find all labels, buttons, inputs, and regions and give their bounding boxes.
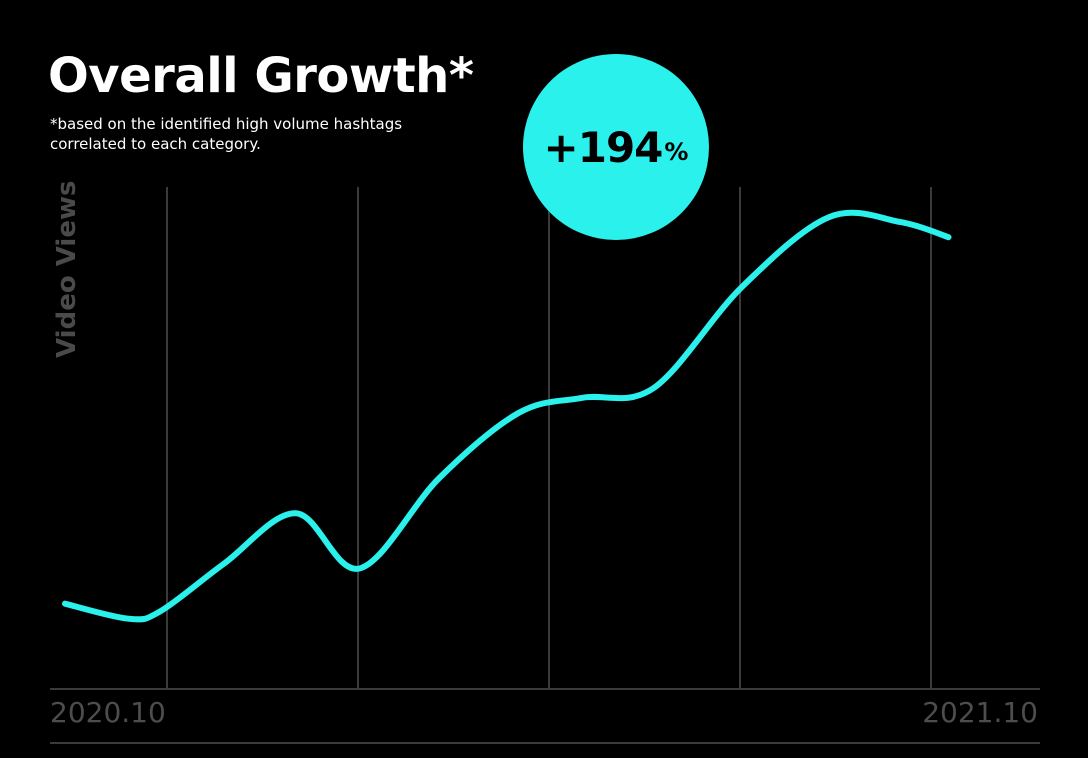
growth-badge: +194 % (523, 54, 709, 240)
chart-subtitle: *based on the identified high volume has… (50, 115, 403, 153)
grid-lines (166, 187, 932, 689)
growth-unit: % (664, 138, 689, 166)
growth-value: +194 (543, 122, 664, 172)
series-line (62, 209, 952, 623)
x-tick-label-end: 2021.10 (922, 696, 1038, 729)
x-tick-label-start: 2020.10 (50, 696, 166, 729)
chart-title: Overall Growth* (48, 48, 474, 104)
